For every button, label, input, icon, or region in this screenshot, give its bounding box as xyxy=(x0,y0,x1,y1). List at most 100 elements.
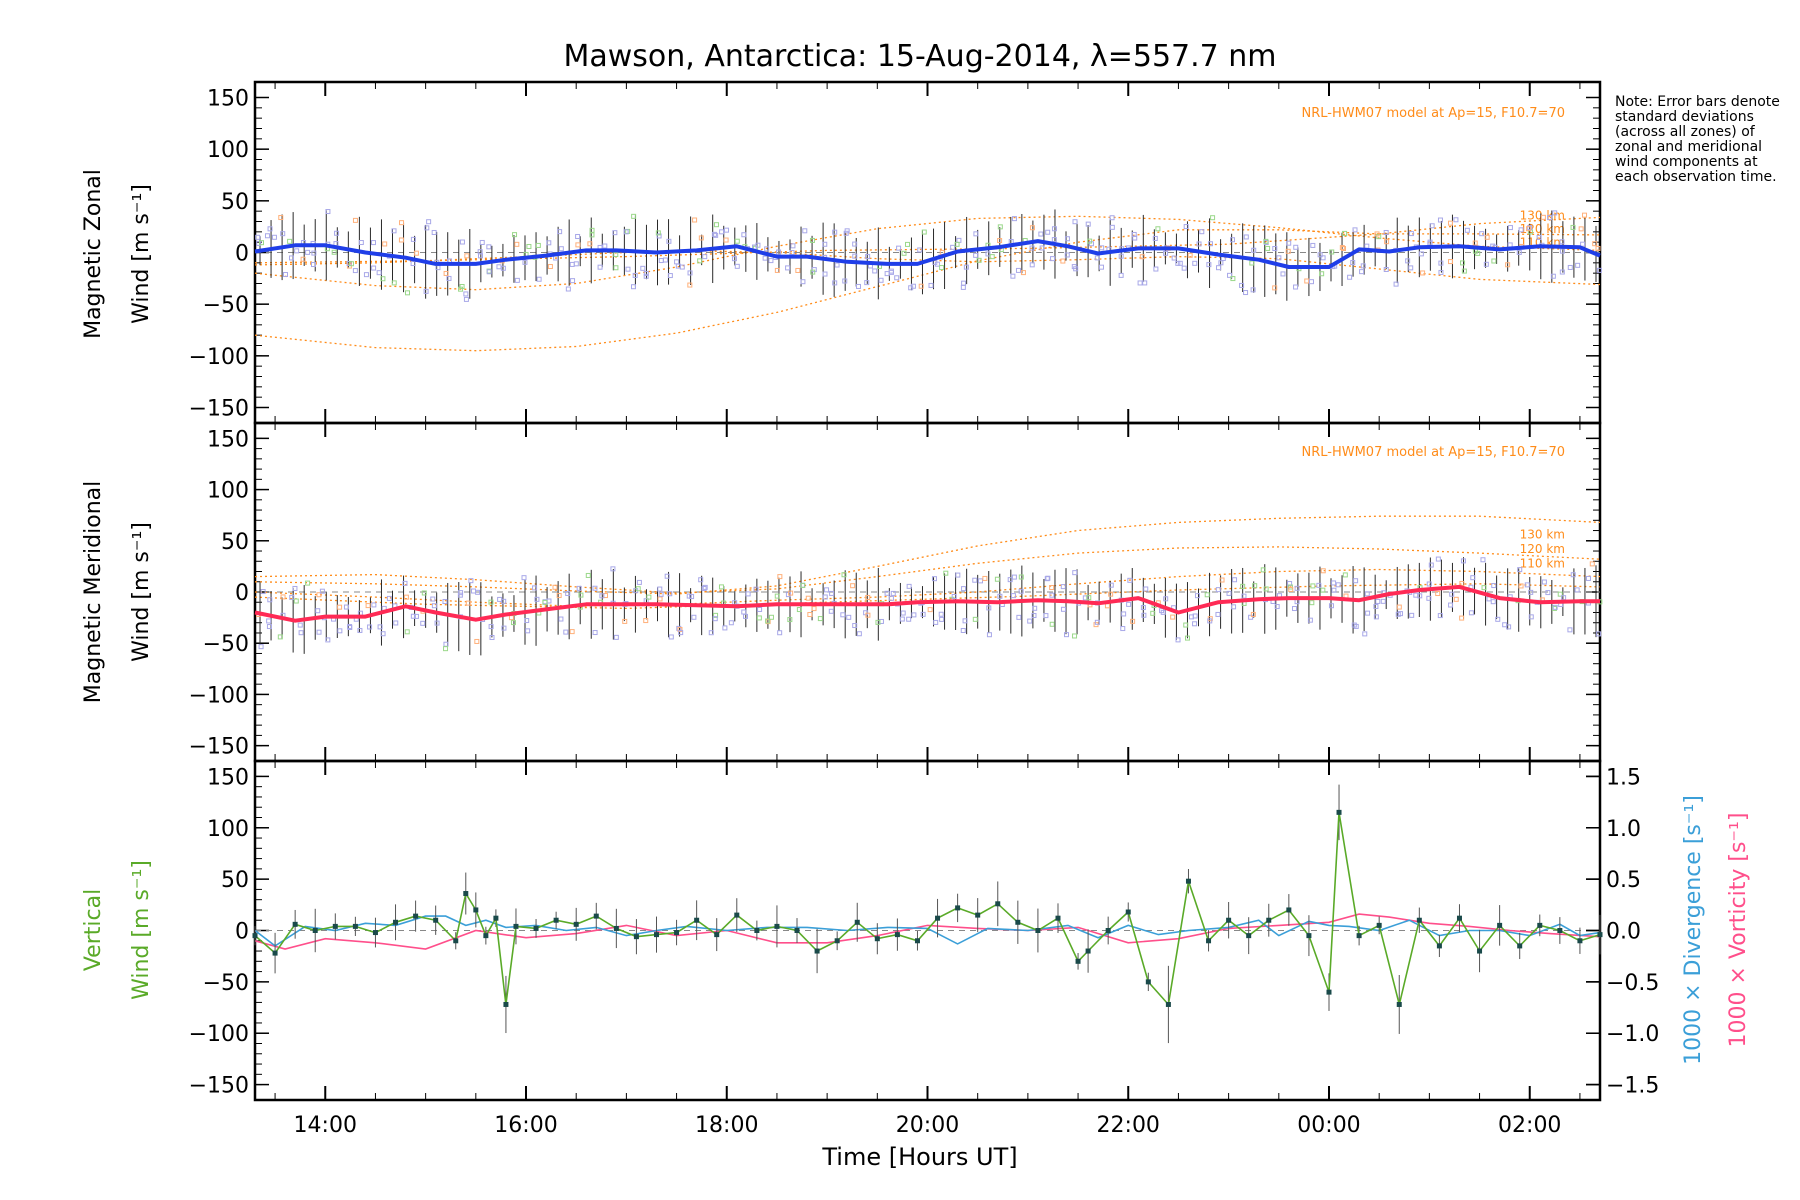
vertical-wind-point xyxy=(1206,938,1212,944)
vertical-wind-point xyxy=(1266,917,1272,923)
scatter-point xyxy=(501,625,507,631)
scatter-point xyxy=(1064,252,1070,258)
scatter-point xyxy=(267,226,273,232)
scatter-point xyxy=(1364,243,1370,249)
scatter-point xyxy=(718,584,724,590)
scatter-point xyxy=(1171,255,1177,261)
scatter-point xyxy=(1018,574,1024,580)
scatter-point xyxy=(613,634,619,640)
scatter-point xyxy=(319,588,325,594)
scatter-point xyxy=(1528,614,1534,620)
scatter-point xyxy=(1227,272,1233,278)
scatter-point xyxy=(1310,242,1316,248)
y-tick-label: −100 xyxy=(189,1022,249,1047)
x-tick-label: 20:00 xyxy=(896,1113,959,1138)
vertical-wind-point xyxy=(995,901,1001,907)
scatter-point xyxy=(1118,253,1124,259)
scatter-point xyxy=(1310,583,1316,589)
scatter-point xyxy=(811,606,817,612)
scatter-point xyxy=(1578,226,1584,232)
y-tick-label: 100 xyxy=(207,138,249,163)
scatter-point xyxy=(1141,612,1147,618)
scatter-point xyxy=(800,279,806,285)
vertical-wind-point xyxy=(433,917,439,923)
scatter-point xyxy=(1585,575,1591,581)
scatter-point xyxy=(768,614,774,620)
scatter-point xyxy=(1592,241,1598,247)
scatter-point xyxy=(1341,246,1347,252)
scatter-point xyxy=(678,630,684,636)
scatter-point xyxy=(1293,284,1299,290)
scatter-point xyxy=(655,230,661,236)
scatter-point xyxy=(1027,618,1033,624)
scatter-point xyxy=(846,614,852,620)
scatter-point xyxy=(535,242,541,248)
scatter-point xyxy=(668,634,674,640)
y-tick-label: 100 xyxy=(207,817,249,842)
scatter-point xyxy=(1438,269,1444,275)
scatter-point xyxy=(643,273,649,279)
scatter-point xyxy=(1396,604,1402,610)
scatter-point xyxy=(658,258,664,264)
scatter-point xyxy=(592,585,598,591)
scatter-point xyxy=(977,578,983,584)
scatter-point xyxy=(298,630,304,636)
scatter-point xyxy=(708,630,714,636)
scatter-point xyxy=(908,285,914,291)
scatter-point xyxy=(674,259,680,265)
scatter-point xyxy=(410,236,416,242)
scatter-point xyxy=(575,242,581,248)
scatter-point xyxy=(676,625,682,631)
scatter-point xyxy=(310,262,316,268)
vertical-wind-point xyxy=(975,912,981,918)
scatter-point xyxy=(1039,245,1045,251)
vertical-wind-point xyxy=(312,928,318,933)
scatter-point xyxy=(1448,602,1454,608)
scatter-point xyxy=(558,246,564,252)
vertical-wind-point xyxy=(573,921,579,927)
scatter-point xyxy=(911,612,917,618)
vertical-wind-point xyxy=(1597,932,1603,938)
scatter-point xyxy=(1518,583,1524,589)
scatter-point xyxy=(762,255,768,261)
scatter-point xyxy=(865,612,871,618)
scatter-point xyxy=(357,627,363,633)
scatter-point xyxy=(1342,230,1348,236)
y-tick-label: 50 xyxy=(221,868,249,893)
scatter-point xyxy=(1094,619,1100,625)
scatter-point xyxy=(1393,281,1399,287)
y-tick-label: −100 xyxy=(189,683,249,708)
vertical-wind-point xyxy=(1416,917,1422,923)
vertical-wind-point xyxy=(463,891,469,897)
scatter-point xyxy=(643,270,649,276)
scatter-point xyxy=(289,594,295,600)
y-tick-label: 0 xyxy=(235,242,249,267)
scatter-point xyxy=(1029,245,1035,251)
scatter-point xyxy=(1437,613,1443,619)
scatter-point xyxy=(1365,610,1371,616)
scatter-point xyxy=(976,257,982,263)
scatter-point xyxy=(686,593,692,599)
scatter-point xyxy=(570,278,576,284)
scatter-point xyxy=(1187,252,1193,258)
scatter-point xyxy=(1596,631,1602,637)
scatter-point xyxy=(698,235,704,241)
scatter-point xyxy=(536,276,542,282)
scatter-point xyxy=(734,263,740,269)
scatter-point xyxy=(334,230,340,236)
scatter-point xyxy=(386,595,392,601)
right-tick-label: −0.5 xyxy=(1606,971,1659,996)
scatter-point xyxy=(1557,591,1563,597)
scatter-point xyxy=(1596,267,1602,273)
scatter-point xyxy=(810,269,816,275)
scatter-point xyxy=(589,227,595,233)
scatter-point xyxy=(1453,596,1459,602)
scatter-point xyxy=(852,623,858,629)
scatter-point xyxy=(856,631,862,637)
x-tick-label: 00:00 xyxy=(1297,1113,1360,1138)
scatter-point xyxy=(1226,590,1232,596)
scatter-point xyxy=(765,619,771,625)
scatter-point xyxy=(1459,615,1465,621)
scatter-point xyxy=(1248,614,1254,620)
scatter-point xyxy=(1475,250,1481,256)
